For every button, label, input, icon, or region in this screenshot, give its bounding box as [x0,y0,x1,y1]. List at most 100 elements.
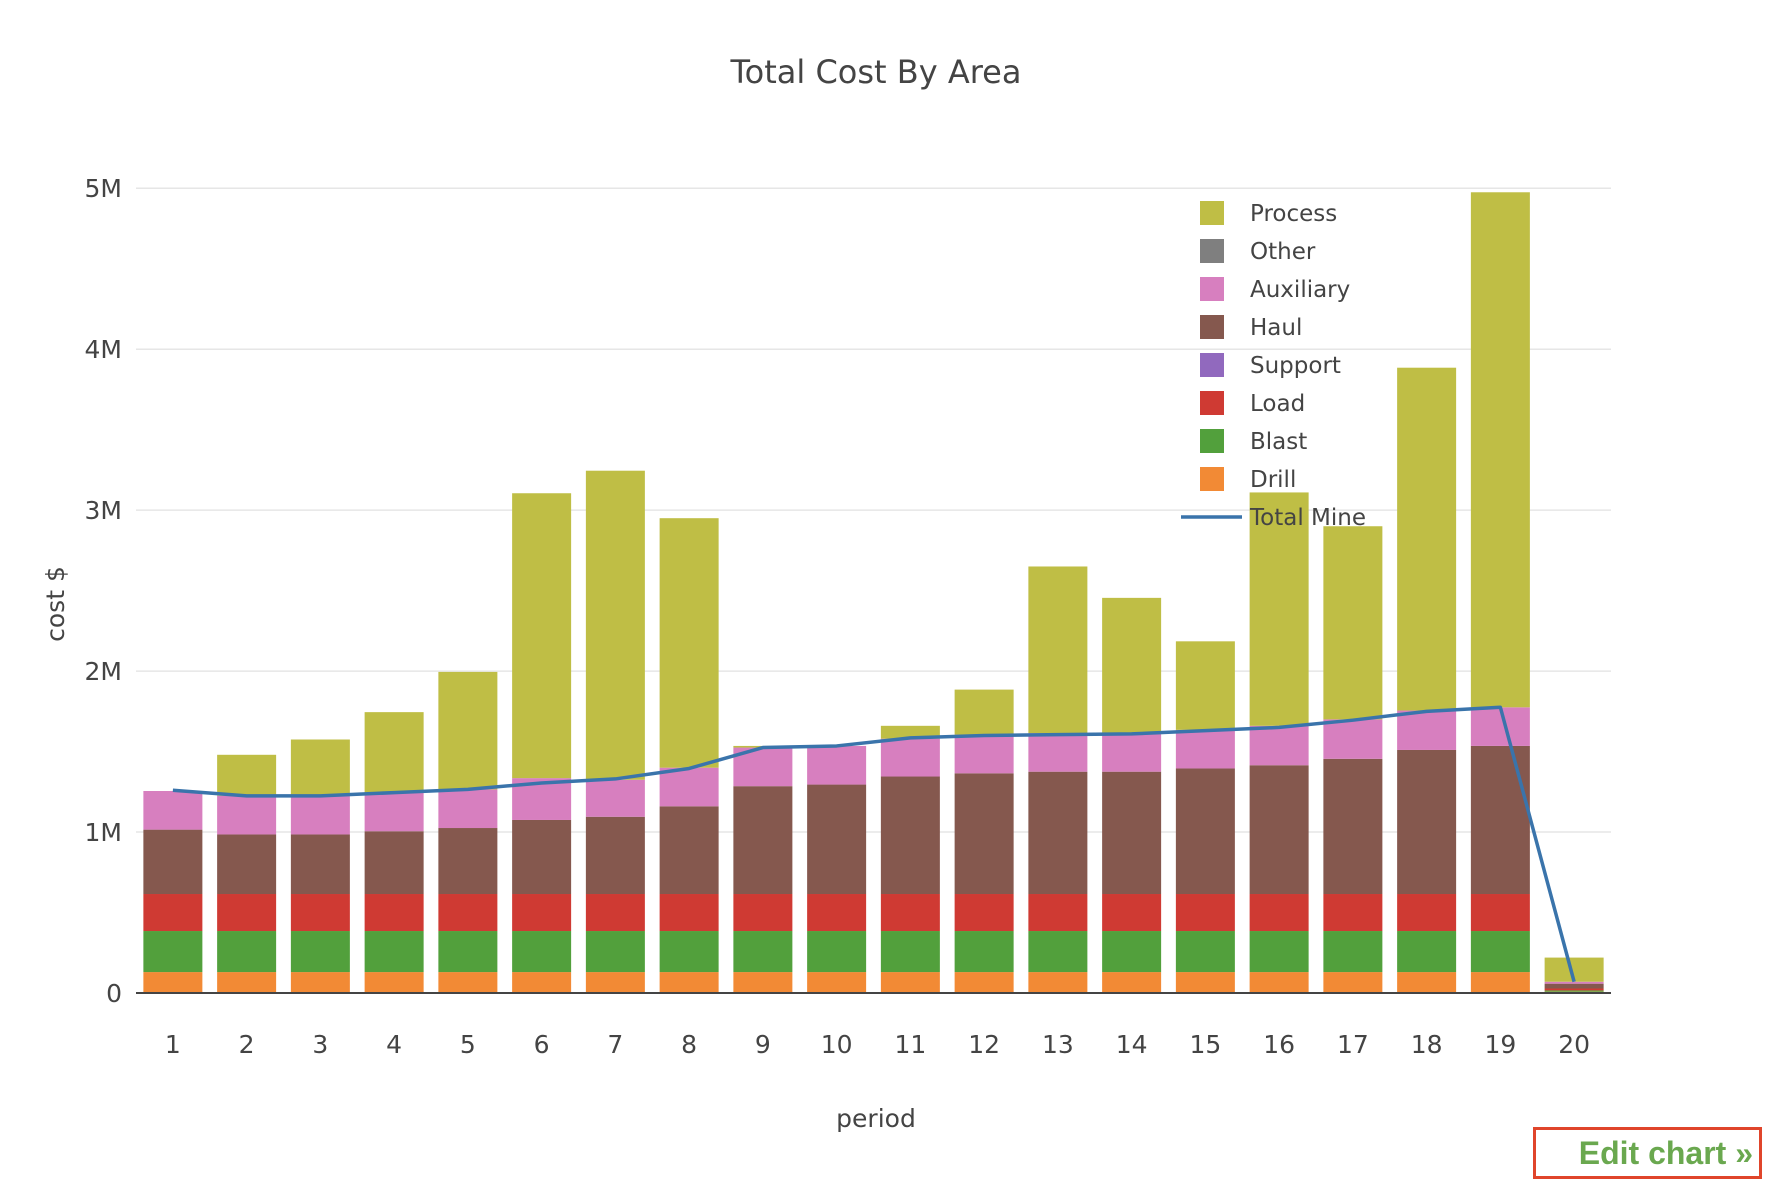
bar-blast-period-1[interactable] [143,931,203,973]
bar-drill-period-17[interactable] [1323,972,1383,993]
bar-blast-period-4[interactable] [364,931,424,973]
bar-haul-period-16[interactable] [1249,765,1309,895]
bar-haul-period-9[interactable] [733,786,793,895]
bar-haul-period-15[interactable] [1175,768,1235,895]
bar-auxiliary-period-15[interactable] [1175,729,1235,769]
bar-load-period-3[interactable] [290,894,350,932]
bar-haul-period-4[interactable] [364,831,424,895]
bar-blast-period-12[interactable] [954,931,1014,973]
bar-drill-period-11[interactable] [880,972,940,993]
bar-haul-period-1[interactable] [143,829,203,895]
bar-drill-period-6[interactable] [512,972,572,993]
bar-auxiliary-period-11[interactable] [880,738,940,777]
legend-item-haul[interactable]: Haul [1200,315,1302,341]
bar-load-period-18[interactable] [1397,894,1457,932]
bar-drill-period-8[interactable] [659,972,719,993]
bar-drill-period-16[interactable] [1249,972,1309,993]
bar-blast-period-10[interactable] [807,931,867,973]
bar-haul-period-12[interactable] [954,773,1014,895]
bar-blast-period-18[interactable] [1397,931,1457,973]
bar-haul-period-5[interactable] [438,828,498,895]
bar-auxiliary-period-13[interactable] [1028,733,1088,772]
bar-drill-period-12[interactable] [954,972,1014,993]
legend-item-support[interactable]: Support [1200,353,1341,379]
bar-process-period-8[interactable] [659,518,719,768]
bar-process-period-14[interactable] [1102,597,1162,734]
bar-process-period-18[interactable] [1397,367,1457,711]
bar-haul-period-17[interactable] [1323,758,1383,895]
bar-haul-period-2[interactable] [217,834,277,895]
bar-haul-period-10[interactable] [807,784,867,895]
bar-load-period-12[interactable] [954,894,1014,932]
bar-process-period-12[interactable] [954,689,1014,735]
bar-auxiliary-period-1[interactable] [143,791,203,830]
bar-auxiliary-period-8[interactable] [659,767,719,807]
legend-item-blast[interactable]: Blast [1200,429,1307,455]
bar-auxiliary-period-7[interactable] [585,779,645,817]
legend[interactable]: Process Other Auxiliary Haul Support Load Blas… [1181,201,1366,531]
bar-auxiliary-period-2[interactable] [217,795,277,835]
bar-haul-period-13[interactable] [1028,771,1088,895]
bar-load-period-13[interactable] [1028,894,1088,932]
bar-drill-period-18[interactable] [1397,972,1457,993]
bar-blast-period-11[interactable] [880,931,940,973]
bar-process-period-5[interactable] [438,671,498,790]
bar-load-period-14[interactable] [1102,894,1162,932]
bar-drill-period-9[interactable] [733,972,793,993]
bar-haul-period-11[interactable] [880,776,940,895]
legend-item-load[interactable]: Load [1200,391,1305,417]
bar-load-period-16[interactable] [1249,894,1309,932]
bar-drill-period-19[interactable] [1470,972,1530,993]
bar-haul-period-3[interactable] [290,834,350,895]
bar-process-period-13[interactable] [1028,566,1088,734]
bar-blast-period-9[interactable] [733,931,793,973]
bar-blast-period-2[interactable] [217,931,277,973]
bar-auxiliary-period-16[interactable] [1249,725,1309,766]
bar-process-period-7[interactable] [585,470,645,780]
bar-haul-period-20[interactable] [1544,983,1604,989]
bar-auxiliary-period-20[interactable] [1544,981,1604,984]
bar-drill-period-3[interactable] [290,972,350,993]
bar-load-period-7[interactable] [585,894,645,932]
bar-blast-period-15[interactable] [1175,931,1235,973]
bar-drill-period-2[interactable] [217,972,277,993]
bar-blast-period-19[interactable] [1470,931,1530,973]
bar-process-period-2[interactable] [217,754,277,796]
bar-blast-period-5[interactable] [438,931,498,973]
bar-haul-period-7[interactable] [585,816,645,895]
bar-load-period-19[interactable] [1470,894,1530,932]
bar-load-period-15[interactable] [1175,894,1235,932]
bar-haul-period-18[interactable] [1397,749,1457,895]
bar-auxiliary-period-14[interactable] [1102,733,1162,772]
bar-load-period-17[interactable] [1323,894,1383,932]
bar-load-period-20[interactable] [1544,988,1604,991]
bar-blast-period-13[interactable] [1028,931,1088,973]
bar-load-period-4[interactable] [364,894,424,932]
legend-item-total-mine[interactable]: Total Mine [1181,505,1366,531]
bar-auxiliary-period-3[interactable] [290,795,350,835]
bar-drill-period-4[interactable] [364,972,424,993]
bar-haul-period-6[interactable] [512,819,572,895]
bar-drill-period-7[interactable] [585,972,645,993]
bar-process-period-4[interactable] [364,712,424,793]
bar-blast-period-14[interactable] [1102,931,1162,973]
bar-load-period-5[interactable] [438,894,498,932]
bar-blast-period-20[interactable] [1544,990,1604,992]
legend-item-process[interactable]: Process [1200,201,1337,227]
bar-auxiliary-period-18[interactable] [1397,710,1457,750]
bar-process-period-15[interactable] [1175,641,1235,730]
total-mine-line[interactable] [172,705,1576,983]
bar-drill-period-1[interactable] [143,972,203,993]
bar-process-period-11[interactable] [880,725,940,739]
bar-haul-period-14[interactable] [1102,771,1162,895]
bar-drill-period-10[interactable] [807,972,867,993]
bar-auxiliary-period-4[interactable] [364,792,424,832]
bar-load-period-8[interactable] [659,894,719,932]
bar-load-period-9[interactable] [733,894,793,932]
bar-auxiliary-period-17[interactable] [1323,719,1383,759]
bar-drill-period-14[interactable] [1102,972,1162,993]
bar-blast-period-16[interactable] [1249,931,1309,973]
legend-item-other[interactable]: Other [1200,239,1316,265]
bar-process-period-19[interactable] [1470,192,1530,708]
bar-drill-period-15[interactable] [1175,972,1235,993]
